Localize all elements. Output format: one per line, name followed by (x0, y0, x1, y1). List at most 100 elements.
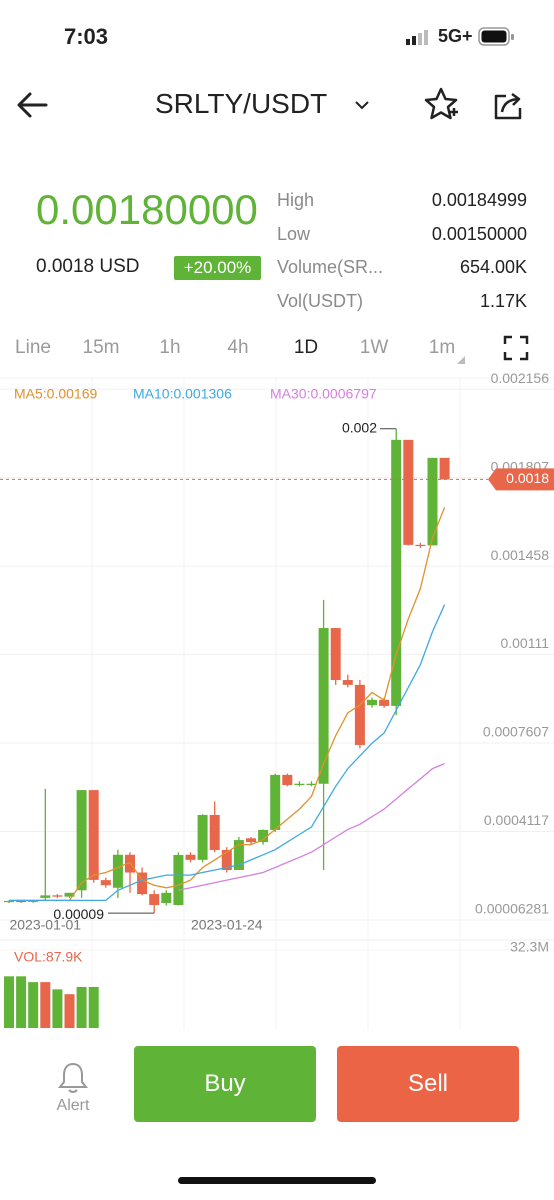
signal-icon (406, 30, 428, 45)
volume-bar (64, 994, 75, 1028)
fullscreen-icon[interactable] (503, 335, 529, 361)
candle-body (112, 854, 123, 888)
volume-legend: VOL:87.9K (14, 949, 83, 965)
interval-tab[interactable]: 1W (359, 337, 389, 358)
volume-tick-label: 32.3M (510, 939, 549, 955)
candle-body (209, 814, 220, 850)
candle-body (16, 900, 27, 903)
x-tick-label: 2023-01-24 (191, 917, 263, 933)
last-price: 0.00180000 (36, 186, 258, 233)
candle-body (137, 872, 148, 895)
volume-bar (52, 989, 63, 1028)
candle-body (185, 854, 196, 860)
candle-body (306, 783, 317, 785)
volume-bar (4, 976, 14, 1028)
candle-body (28, 900, 39, 902)
last-price-tag (488, 468, 554, 491)
volume-bar (40, 982, 51, 1028)
high-marker: 0.002 (342, 419, 377, 435)
y-tick-label: 0.002156 (491, 370, 550, 386)
volume-bar (88, 986, 99, 1028)
candle-body (221, 849, 232, 870)
candle-body (161, 892, 172, 903)
y-tick-label: 0.0007607 (483, 724, 549, 740)
candle-body (379, 699, 390, 706)
share-icon[interactable] (492, 90, 526, 122)
low-marker: 0.00009 (53, 906, 104, 922)
candle-body (439, 457, 450, 480)
status-network: 5G+ (438, 26, 473, 46)
ma-legend: MA5:0.00169 (14, 386, 97, 402)
stat-label: Vol(USDT) (277, 291, 364, 311)
pair-title[interactable]: SRLTY/USDT (155, 88, 328, 119)
ma-legend: MA10:0.001306 (133, 386, 232, 402)
candle-body (125, 854, 135, 873)
interval-tab[interactable]: 1D (293, 337, 319, 358)
candle-body (40, 895, 51, 898)
back-button[interactable] (14, 88, 52, 122)
stat-label: Low (277, 224, 311, 244)
y-tick-label: 0.0004117 (484, 812, 549, 828)
interval-tab[interactable]: Line (15, 337, 51, 358)
stat-value: 654.00K (459, 257, 527, 277)
candle-body (403, 439, 414, 545)
candle-body (330, 628, 341, 681)
candle-body (100, 880, 111, 886)
usd-price: 0.0018 USD (36, 256, 140, 277)
stat-label: High (277, 190, 315, 210)
ma-legend: MA30:0.0006797 (270, 386, 377, 402)
interval-tab[interactable]: 15m (82, 337, 120, 358)
volume-bar (76, 986, 87, 1028)
ma-line (9, 507, 446, 902)
interval-tab[interactable]: 1m (428, 337, 456, 358)
candle-body (318, 628, 329, 784)
y-tick-label: 0.00111 (500, 635, 549, 651)
alert-label[interactable]: Alert (56, 1097, 90, 1114)
candle-body (391, 439, 402, 706)
candle-body (4, 900, 14, 903)
candle-body (64, 892, 75, 897)
candle-body (282, 774, 293, 786)
candle-body (233, 840, 244, 870)
favorite-icon[interactable] (422, 86, 460, 124)
interval-tab[interactable]: 1h (159, 337, 181, 358)
stat-value: 0.00184999 (431, 190, 527, 210)
battery-icon (478, 27, 514, 46)
interval-tab[interactable]: 4h (227, 337, 249, 358)
pair-dropdown-icon[interactable] (354, 98, 370, 112)
candle-body (52, 895, 63, 897)
volume-bar (16, 976, 27, 1028)
candle-body (173, 855, 184, 905)
candle-body (246, 838, 256, 843)
candle-body (427, 457, 438, 546)
change-badge: +20.00% (174, 256, 261, 280)
stat-label: Volume(SR... (277, 257, 384, 277)
candle-body (258, 829, 269, 843)
alert-icon[interactable] (56, 1060, 90, 1094)
candlestick-chart: 0.0021560.0018070.0014580.001110.0007607… (0, 370, 554, 1030)
candle-body (197, 814, 208, 860)
x-tick-label: 2023-01-01 (9, 917, 81, 933)
sell-button[interactable]: Sell (337, 1046, 519, 1122)
candle-body (149, 894, 160, 905)
stat-value: 0.00150000 (431, 224, 527, 244)
candle-body (88, 790, 99, 880)
buy-button[interactable]: Buy (134, 1046, 316, 1122)
candle-body (342, 680, 353, 685)
status-time: 7:03 (64, 24, 109, 49)
y-tick-label: 0.001458 (491, 547, 550, 563)
candle-body (270, 774, 281, 830)
candle-body (294, 783, 305, 786)
volume-bar (28, 982, 39, 1028)
home-indicator (178, 1177, 376, 1184)
candle-body (354, 684, 365, 745)
candle-body (367, 699, 377, 706)
candle-body (415, 544, 426, 547)
ma-line (9, 604, 446, 902)
last-price-tag-label: 0.0018 (506, 470, 549, 486)
ma-line (178, 762, 445, 891)
stat-value: 1.17K (479, 291, 527, 311)
candle-body (76, 790, 87, 891)
tab-more-icon (457, 356, 465, 364)
